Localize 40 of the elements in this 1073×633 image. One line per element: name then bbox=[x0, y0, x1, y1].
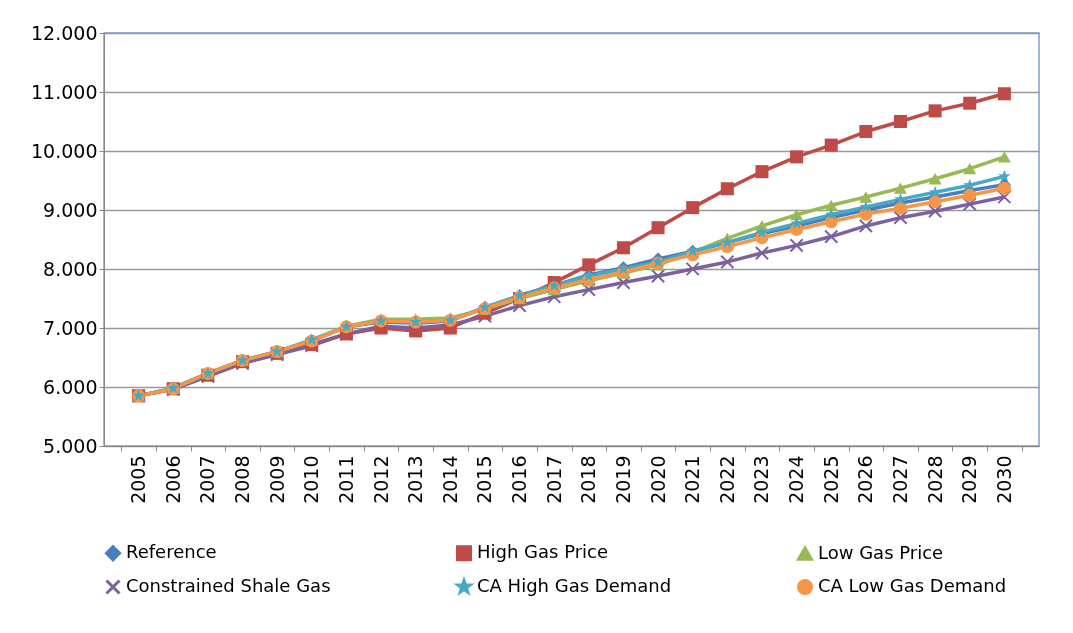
x-tick-label: 2024 bbox=[785, 455, 808, 504]
x-tick-label: 2028 bbox=[923, 455, 946, 504]
x-tick-label: 2005 bbox=[127, 455, 150, 504]
x-tick-label: 2012 bbox=[369, 455, 392, 504]
y-tick-label: 12.000 bbox=[31, 21, 98, 44]
x-tick-label: 2017 bbox=[542, 455, 565, 504]
x-tick-label: 2006 bbox=[161, 455, 184, 504]
y-tick-label: 7.000 bbox=[43, 316, 98, 339]
x-tick-label: 2009 bbox=[265, 455, 288, 504]
legend-label: Low Gas Price bbox=[818, 541, 944, 563]
y-tick-label: 5.000 bbox=[43, 434, 98, 457]
x-tick-label: 2007 bbox=[196, 455, 219, 504]
x-tick-label: 2022 bbox=[715, 455, 738, 504]
x-tick-label: 2029 bbox=[958, 455, 981, 504]
y-tick-label: 10.000 bbox=[31, 139, 98, 162]
x-tick-label: 2018 bbox=[577, 455, 600, 504]
x-tick-label: 2015 bbox=[473, 455, 496, 504]
y-tick-label: 11.000 bbox=[31, 80, 98, 103]
legend-label: High Gas Price bbox=[477, 541, 609, 563]
y-tick-label: 6.000 bbox=[43, 375, 98, 398]
x-tick-label: 2019 bbox=[611, 455, 634, 504]
x-tick-label: 2027 bbox=[888, 455, 911, 504]
x-tick-label: 2030 bbox=[992, 455, 1015, 504]
legend-label: CA Low Gas Demand bbox=[818, 575, 1007, 596]
legend-label: Reference bbox=[126, 541, 217, 563]
x-tick-label: 2021 bbox=[681, 455, 704, 504]
x-tick-label: 2020 bbox=[646, 455, 669, 504]
y-tick-label: 8.000 bbox=[43, 257, 98, 280]
x-tick-label: 2013 bbox=[404, 455, 427, 504]
x-tick-label: 2025 bbox=[819, 455, 842, 504]
x-tick-label: 2026 bbox=[854, 455, 877, 504]
x-tick-label: 2010 bbox=[300, 455, 323, 504]
x-tick-label: 2008 bbox=[231, 455, 254, 504]
x-tick-label: 2011 bbox=[334, 455, 357, 504]
x-tick-label: 2016 bbox=[508, 455, 531, 504]
x-tick-label: 2014 bbox=[438, 455, 461, 504]
y-tick-label: 9.000 bbox=[43, 198, 98, 221]
legend-label: Constrained Shale Gas bbox=[126, 575, 331, 596]
x-tick-label: 2023 bbox=[750, 455, 773, 504]
legend-label: CA High Gas Demand bbox=[477, 575, 672, 596]
